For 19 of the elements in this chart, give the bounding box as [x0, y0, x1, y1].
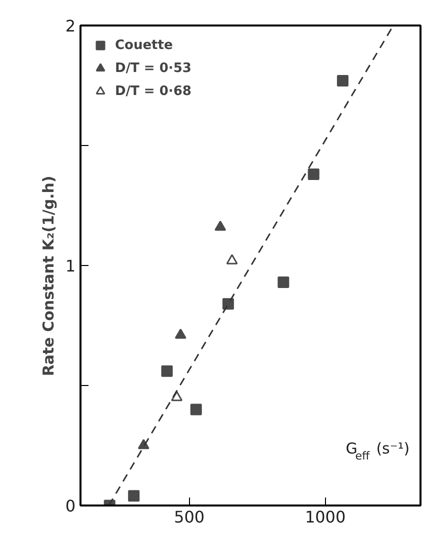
- x-tick-label: 500: [174, 508, 205, 526]
- point: [278, 276, 290, 288]
- point: [336, 74, 348, 86]
- point: [190, 404, 202, 416]
- y-axis-title: Rate Constant K₂(1/g.h): [39, 176, 58, 376]
- legend-label: Couette: [115, 38, 173, 52]
- point: [161, 365, 173, 377]
- point: [174, 328, 186, 339]
- point: [214, 220, 226, 231]
- point: [226, 254, 238, 264]
- x-tick-label: 1000: [304, 508, 346, 526]
- y-tick-label: 0: [65, 496, 76, 516]
- y-tick-label: 2: [65, 16, 76, 36]
- point: [308, 168, 320, 180]
- point: [222, 298, 234, 310]
- legend-label: D/T = 0·53: [115, 60, 192, 76]
- y-tick-label: 1: [65, 256, 76, 276]
- legend-label: D/T = 0·68: [115, 84, 192, 98]
- point: [138, 438, 150, 450]
